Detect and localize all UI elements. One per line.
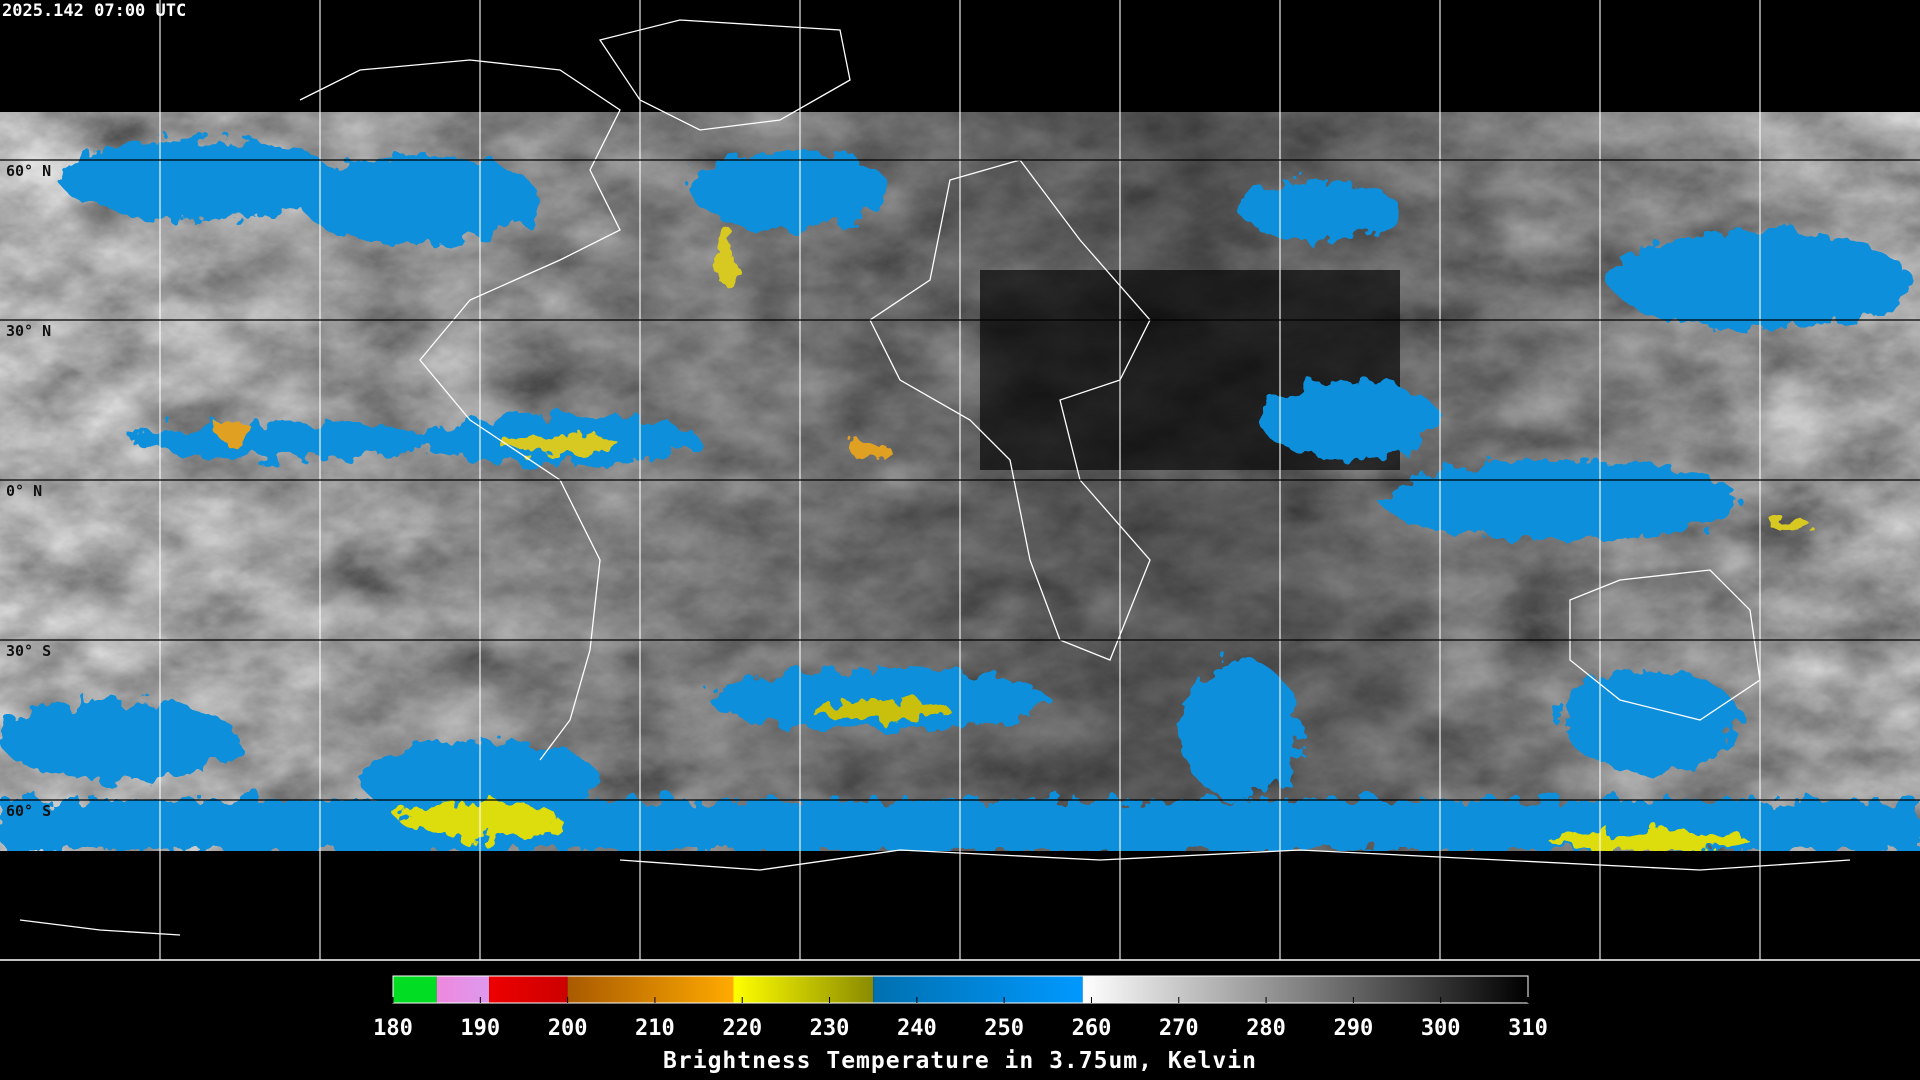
latitude-label: 30° N	[6, 322, 51, 340]
coastline	[619, 849, 1851, 871]
coastline	[869, 159, 1151, 661]
cloud-cluster	[217, 420, 253, 444]
latitude-label: 30° S	[6, 642, 51, 660]
latitude-label: 60° N	[6, 162, 51, 180]
cloud-cluster	[850, 440, 890, 460]
colorbar-tick-label: 260	[1072, 1016, 1112, 1041]
colorbar-tick-label: 190	[460, 1016, 500, 1041]
cloud-cluster	[60, 140, 340, 220]
colorbar-frame	[392, 975, 1529, 1004]
colorbar-tick-label: 220	[722, 1016, 762, 1041]
colorbar-tick-label: 230	[810, 1016, 850, 1041]
cloud-cluster	[690, 150, 890, 230]
coastline	[598, 19, 851, 131]
colorbar-tick-label: 270	[1159, 1016, 1199, 1041]
cloud-cluster	[810, 700, 950, 720]
cloud-cluster	[1770, 517, 1810, 533]
colorbar-tick-label: 240	[897, 1016, 937, 1041]
cloud-cluster	[1180, 660, 1300, 800]
cloud-cluster	[1550, 832, 1750, 852]
latitude-label: 0° N	[6, 482, 42, 500]
colorbar-segment	[393, 976, 437, 1003]
timestamp: 2025.142 07:00 UTC	[2, 1, 186, 21]
colorbar-title: Brightness Temperature in 3.75um, Kelvin	[663, 1048, 1257, 1074]
cloud-cluster	[1260, 380, 1440, 460]
cloud-cluster	[130, 422, 430, 458]
colorbar-segment	[436, 976, 490, 1003]
latitude-label: 60° S	[6, 802, 51, 820]
cloud-cluster	[300, 155, 540, 245]
colorbar-segment	[1082, 976, 1528, 1003]
colorbar-tick-label: 290	[1334, 1016, 1374, 1041]
colorbar-tick-label: 300	[1421, 1016, 1461, 1041]
colorbar-tick-label: 180	[373, 1016, 413, 1041]
colorbar-tick-label: 280	[1246, 1016, 1286, 1041]
cloud-cluster	[1380, 460, 1740, 540]
cloud-cluster	[1560, 670, 1740, 770]
colorbar-segment	[733, 976, 874, 1003]
coastline	[299, 59, 621, 761]
colorbar-tick-label: 310	[1508, 1016, 1548, 1041]
graticule: 60° N 30° N 0° N 30° S 60° S	[0, 0, 1920, 961]
colorbar-tick-label: 250	[984, 1016, 1024, 1041]
cloud-cluster	[1240, 180, 1400, 240]
colorbar: 180 190 200 210 220 230 240 250 260 270 280 290 300 3…	[373, 975, 1548, 1041]
coastline	[19, 919, 181, 936]
colorbar-segment	[489, 976, 568, 1003]
cloud-cluster	[0, 700, 240, 780]
cloud-cluster	[500, 435, 620, 455]
colorbar-segment	[873, 976, 1083, 1003]
colorbar-tick-label: 200	[548, 1016, 588, 1041]
colorbar-tick-label: 210	[635, 1016, 675, 1041]
cloud-cluster	[715, 225, 735, 285]
colorbar-segment	[567, 976, 734, 1003]
